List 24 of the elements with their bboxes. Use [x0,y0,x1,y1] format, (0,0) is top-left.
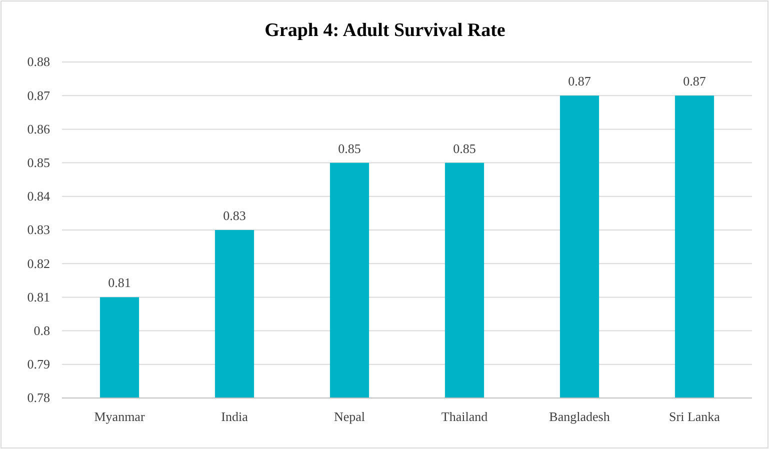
y-tick-label: 0.83 [27,222,50,238]
y-tick-label: 0.86 [27,121,50,136]
data-label: 0.87 [568,74,592,89]
data-label: 0.83 [223,208,246,223]
x-tick-label: Sri Lanka [669,409,720,424]
data-label: 0.85 [338,140,361,156]
y-tick-label: 0.8 [34,322,50,338]
y-tick-label: 0.88 [27,54,50,70]
y-tick-label: 0.87 [27,88,50,103]
y-tick-label: 0.81 [27,289,50,304]
chart-title: Graph 4: Adult Survival Rate [264,20,506,41]
y-tick-label: 0.79 [27,356,50,372]
y-tick-label: 0.84 [27,188,50,204]
y-tick-label: 0.85 [27,154,50,170]
x-tick-label: Thailand [441,409,488,424]
x-tick-label: Bangladesh [549,409,610,424]
y-tick-label: 0.82 [27,256,50,271]
data-label: 0.87 [683,74,706,89]
data-label: 0.81 [108,275,131,290]
x-tick-label: Nepal [334,409,366,424]
x-tick-label: India [221,409,248,424]
x-tick-label: Myanmar [94,409,146,424]
y-tick-label: 0.78 [27,390,50,406]
data-label: 0.85 [453,140,476,156]
